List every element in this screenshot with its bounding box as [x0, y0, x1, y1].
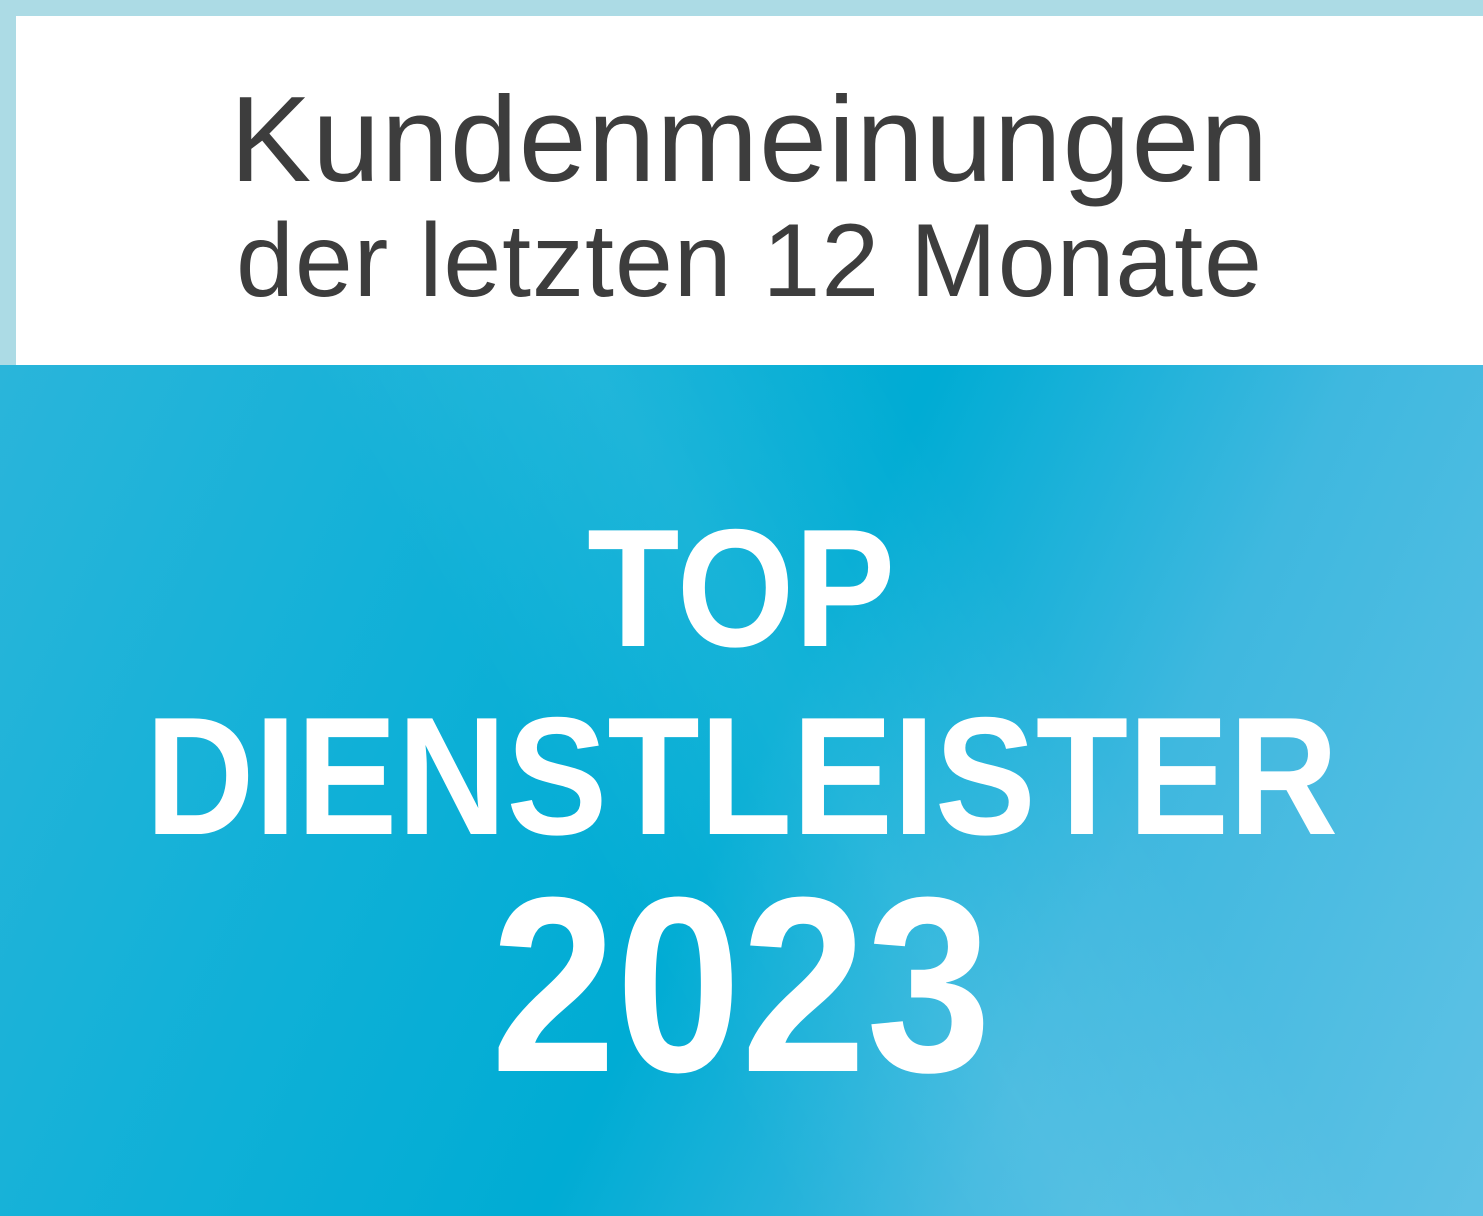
award-top-text: TOP: [587, 494, 896, 682]
header-panel: Kundenmeinungen der letzten 12 Monate: [16, 16, 1483, 365]
award-top: TOP: [0, 503, 1483, 673]
header-subtitle: der letzten 12 Monate: [236, 203, 1263, 319]
award-title: DIENSTLEISTER: [0, 691, 1483, 861]
award-title-text: DIENSTLEISTER: [145, 682, 1338, 870]
award-panel: TOP DIENSTLEISTER 2023: [0, 365, 1483, 1216]
background-shine: [0, 365, 1483, 1216]
award-year-text: 2023: [491, 845, 992, 1124]
header-title: Kundenmeinungen: [229, 71, 1270, 207]
award-year: 2023: [0, 860, 1483, 1110]
